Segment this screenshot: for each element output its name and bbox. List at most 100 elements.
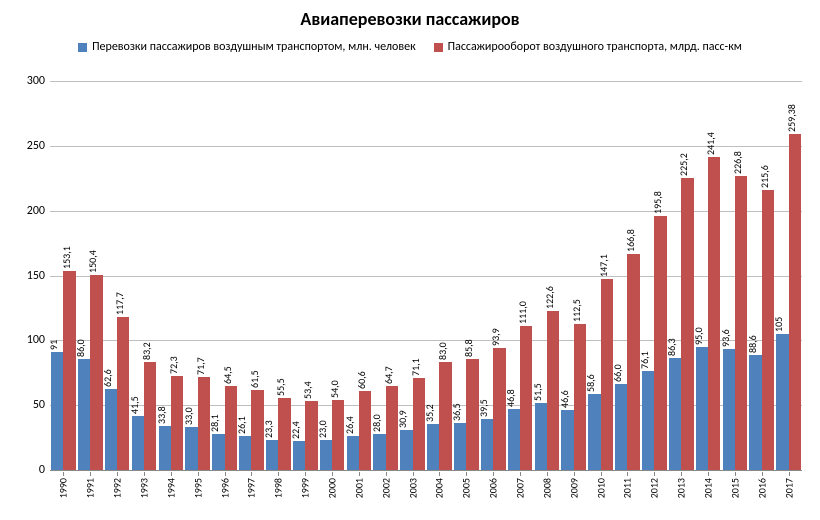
year-group: 91153,1 xyxy=(50,81,77,470)
x-axis-label-text: 2009 xyxy=(567,478,580,498)
bar-series2: 226,8 xyxy=(735,176,747,470)
x-axis-label-text: 2004 xyxy=(433,478,446,498)
x-axis-label: 2001 xyxy=(345,472,372,520)
legend-item-series2: Пассажирооборот воздушного транспорта, м… xyxy=(434,40,742,54)
bar-label-series1: 66,0 xyxy=(611,365,624,383)
x-axis-label: 1990 xyxy=(50,472,77,520)
x-axis-label: 1995 xyxy=(184,472,211,520)
bar-series1: 105 xyxy=(776,334,788,470)
bar-label-series2: 226,8 xyxy=(731,151,744,174)
bar-label-series2: 64,7 xyxy=(382,366,395,384)
bar-series1: 39,5 xyxy=(481,419,493,470)
bar-label-series2: 72,3 xyxy=(167,357,180,375)
x-axis-label-text: 1997 xyxy=(245,478,258,498)
bar-series1: 28,1 xyxy=(212,434,224,470)
x-axis-label: 2013 xyxy=(668,472,695,520)
year-group: 33,8 72,3 xyxy=(157,81,184,470)
x-tick xyxy=(251,472,252,476)
bar-series1: 35,2 xyxy=(427,424,439,470)
x-axis-label: 1996 xyxy=(211,472,238,520)
bar-series1: 28,0 xyxy=(373,434,385,470)
bar-label-series1: 95,0 xyxy=(692,327,705,345)
x-tick xyxy=(144,472,145,476)
x-axis-label-text: 2017 xyxy=(782,478,795,498)
legend-swatch-series2 xyxy=(434,43,443,52)
x-axis-label: 2002 xyxy=(372,472,399,520)
bar-label-series1: 28,0 xyxy=(370,414,383,432)
x-axis-label: 2011 xyxy=(614,472,641,520)
x-tick xyxy=(171,472,172,476)
x-tick xyxy=(601,472,602,476)
bar-label-series2: 166,8 xyxy=(624,229,637,252)
bar-series1: 91 xyxy=(51,352,63,470)
year-group: 41,583,2 xyxy=(131,81,158,470)
x-axis-label-text: 2015 xyxy=(728,478,741,498)
year-group: 28,1 64,5 xyxy=(211,81,238,470)
y-axis-label: 250 xyxy=(15,139,45,153)
x-tick xyxy=(198,472,199,476)
x-axis-label: 1992 xyxy=(104,472,131,520)
x-tick xyxy=(762,472,763,476)
bar-series1: 33,0 xyxy=(185,427,197,470)
bar-label-series1: 76,1 xyxy=(638,352,651,370)
bar-series1: 51,5 xyxy=(535,403,547,470)
x-axis-label: 2000 xyxy=(319,472,346,520)
bar-label-series1: 41,5 xyxy=(128,397,141,415)
x-axis-label: 2008 xyxy=(533,472,560,520)
x-tick xyxy=(225,472,226,476)
year-group: 51,5122,6 xyxy=(533,81,560,470)
bar-label-series1: 26,1 xyxy=(235,416,248,434)
bar-series2: 225,2 xyxy=(681,178,693,470)
x-tick xyxy=(439,472,440,476)
bar-label-series1: 58,6 xyxy=(584,374,597,392)
bar-series1: 36,5 xyxy=(454,423,466,470)
bar-series2: 54,0 xyxy=(332,400,344,470)
bar-series2: 259,38 xyxy=(789,134,801,470)
bar-series2: 153,1 xyxy=(63,271,75,470)
x-axis-label: 2003 xyxy=(399,472,426,520)
x-axis-label-text: 2014 xyxy=(702,478,715,498)
x-tick xyxy=(520,472,521,476)
x-tick xyxy=(386,472,387,476)
bar-series1: 23,0 xyxy=(320,440,332,470)
year-group: 86,3225,2 xyxy=(668,81,695,470)
bar-label-series2: 83,0 xyxy=(436,343,449,361)
bar-label-series1: 46,6 xyxy=(558,390,571,408)
x-tick xyxy=(708,472,709,476)
year-group: 88,6215,6 xyxy=(748,81,775,470)
bar-label-series1: 86,0 xyxy=(74,339,87,357)
x-axis-label-text: 2005 xyxy=(460,478,473,498)
bar-series1: 95,0 xyxy=(696,347,708,470)
year-group: 66,0 166,8 xyxy=(614,81,641,470)
x-tick xyxy=(493,472,494,476)
x-tick xyxy=(735,472,736,476)
bar-label-series1: 28,1 xyxy=(208,414,221,432)
year-group: 76,1 195,8 xyxy=(641,81,668,470)
year-group: 22,453,4 xyxy=(292,81,319,470)
bar-label-series1: 36,5 xyxy=(450,403,463,421)
bar-label-series1: 93,6 xyxy=(719,329,732,347)
bar-series2: 117,7 xyxy=(117,317,129,470)
year-group: 46,6112,5 xyxy=(560,81,587,470)
x-tick xyxy=(117,472,118,476)
bar-label-series2: 64,5 xyxy=(221,367,234,385)
bar-label-series2: 60,6 xyxy=(355,372,368,390)
bar-label-series2: 195,8 xyxy=(651,191,664,214)
x-tick xyxy=(466,472,467,476)
bar-label-series2: 61,5 xyxy=(248,371,261,389)
legend-label-series2: Пассажирооборот воздушного транспорта, м… xyxy=(448,40,742,54)
bar-series1: 88,6 xyxy=(749,355,761,470)
x-tick xyxy=(547,472,548,476)
bar-series1: 33,8 xyxy=(159,426,171,470)
bar-series2: 112,5 xyxy=(574,324,586,470)
year-group: 105259,38 xyxy=(775,81,802,470)
x-axis-label-text: 2012 xyxy=(648,478,661,498)
x-tick xyxy=(574,472,575,476)
x-axis-label-text: 2006 xyxy=(487,478,500,498)
bar-series1: 23,3 xyxy=(266,440,278,470)
bar-series1: 62,6 xyxy=(105,389,117,470)
x-axis-label: 2012 xyxy=(641,472,668,520)
bar-label-series1: 88,6 xyxy=(746,335,759,353)
x-tick xyxy=(681,472,682,476)
bar-series2: 71,1 xyxy=(413,378,425,470)
